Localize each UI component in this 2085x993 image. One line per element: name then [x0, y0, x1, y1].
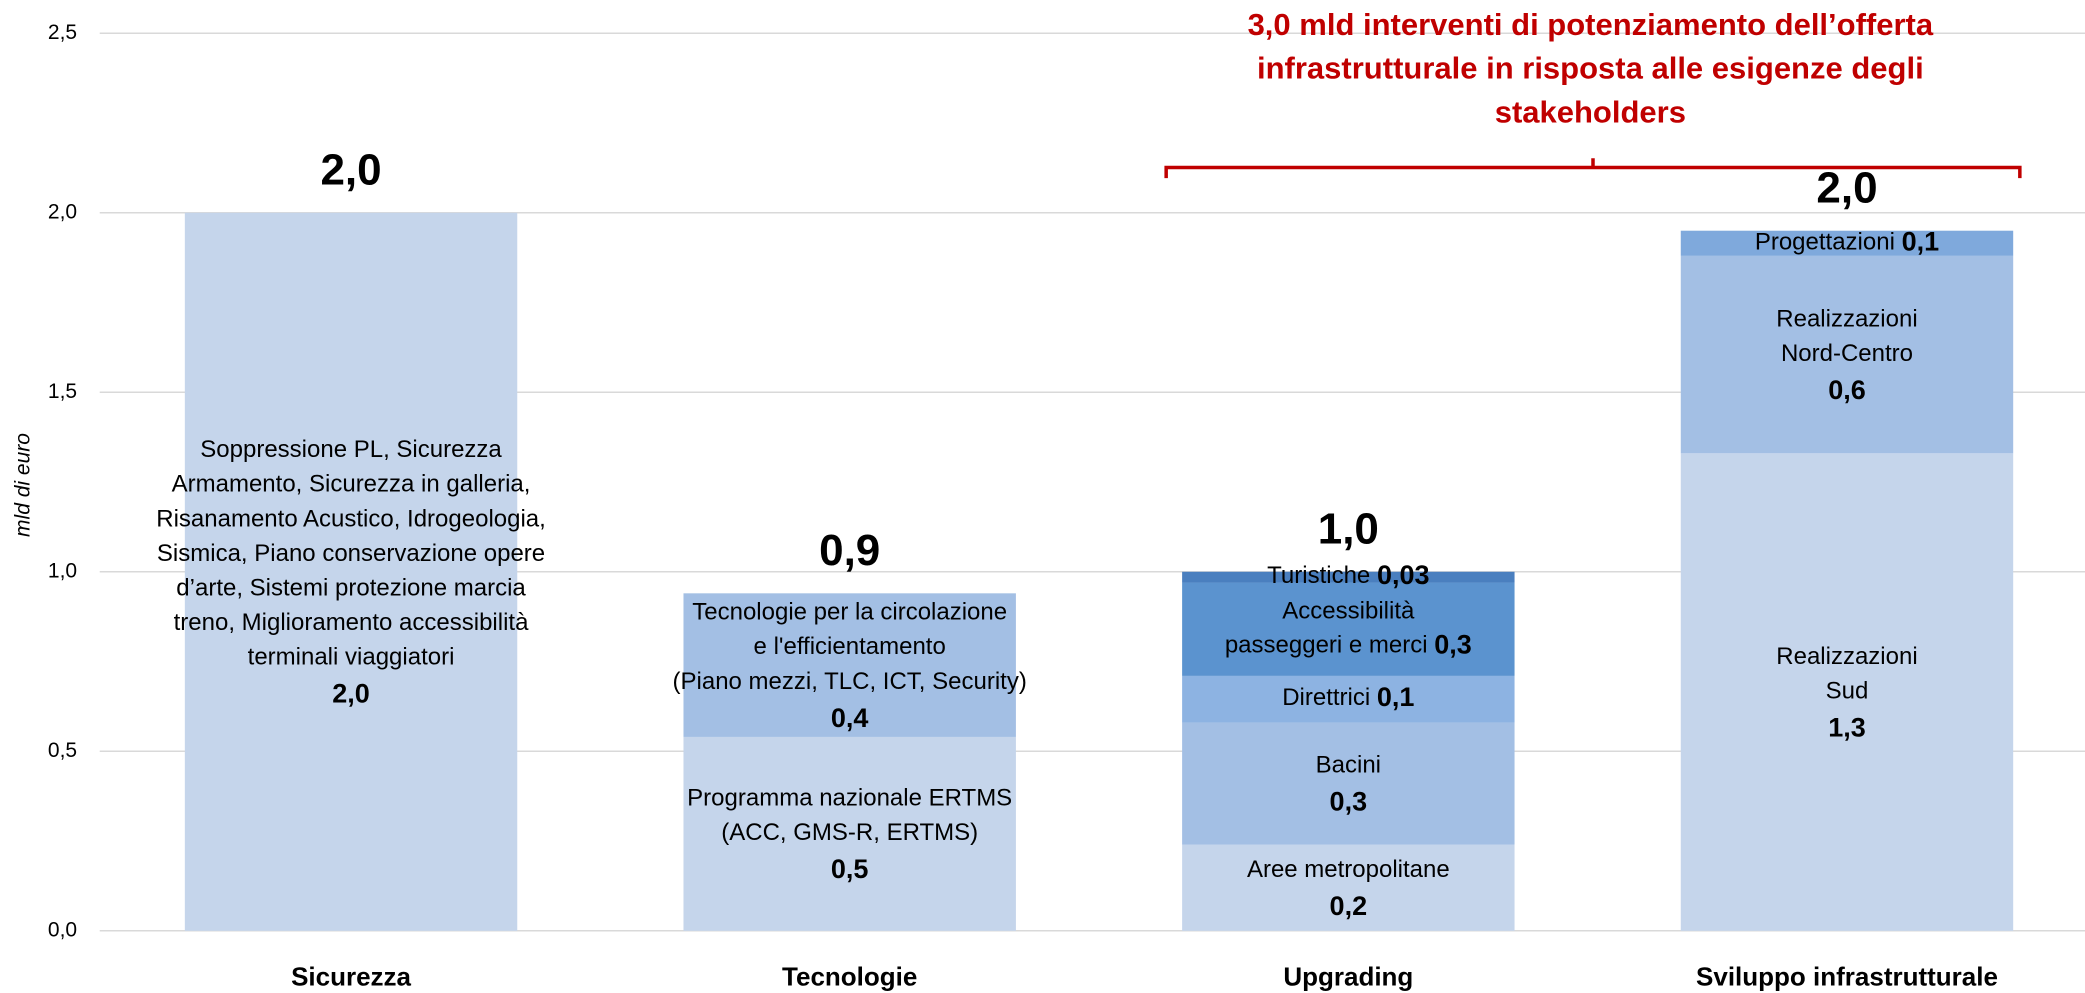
- segment-label: d’arte, Sistemi protezione marcia: [176, 574, 526, 601]
- x-tick-label: Sicurezza: [291, 962, 411, 992]
- y-tick-label: 0,5: [48, 739, 77, 762]
- segment-label: Bacini: [1316, 752, 1381, 779]
- segment-label: Realizzazioni: [1776, 643, 1917, 670]
- y-tick-label: 2,0: [48, 200, 77, 223]
- bar-segment: [683, 593, 1016, 737]
- segment-value-label: 0,2: [1330, 891, 1368, 921]
- x-tick-label: Tecnologie: [782, 962, 917, 992]
- bar-segment: [1680, 255, 2014, 454]
- segment-label: Realizzazioni: [1776, 305, 1917, 332]
- segment-value-label: 0,5: [831, 854, 869, 884]
- segment-label-line: Progettazioni: [1755, 229, 1895, 256]
- bar-segment: [1680, 230, 2014, 256]
- segment-label: Nord-Centro: [1781, 340, 1913, 367]
- total-label: 0,9: [819, 526, 880, 575]
- segment-label: Aree metropolitane: [1247, 856, 1450, 883]
- y-tick-label: 2,5: [48, 21, 77, 44]
- y-tick-label: 1,5: [48, 380, 77, 403]
- total-label: 2,0: [320, 145, 381, 194]
- total-label: 1,0: [1318, 505, 1379, 554]
- segment-label: Sismica, Piano conservazione opere: [157, 540, 545, 567]
- annotation: infrastrutturale in risposta alle esigen…: [1257, 51, 1924, 86]
- segment-label: e l'efficientamento: [754, 633, 946, 660]
- segment-label: Sud: [1826, 677, 1869, 704]
- segment-value-label: 0,4: [831, 703, 869, 733]
- y-tick-label: 0,0: [48, 918, 77, 941]
- annotation: stakeholders: [1495, 95, 1686, 130]
- segment-label: Soppressione PL, Sicurezza: [200, 436, 502, 463]
- segment-label: treno, Miglioramento accessibilità: [174, 609, 529, 636]
- y-axis-label: mld di euro: [12, 433, 35, 537]
- bar-segment: [1182, 722, 1515, 845]
- annotation: 3,0 mld interventi di potenziamento dell…: [1248, 7, 1934, 42]
- segment-label: Accessibilità: [1282, 597, 1415, 624]
- segment-label: Tecnologie per la circolazione: [692, 599, 1007, 626]
- segment-value-label: 0,1: [1902, 226, 1940, 256]
- segment-label: Progettazioni 0,1: [1755, 226, 1939, 256]
- x-tick-label: Sviluppo infrastrutturale: [1696, 962, 1998, 992]
- bar-segment: [1182, 675, 1515, 723]
- segment-label: Turistiche 0,03: [1267, 560, 1429, 590]
- annotation-bracket: [1164, 158, 2022, 179]
- bar-segment: [683, 736, 1016, 931]
- segment-label: Programma nazionale ERTMS: [687, 785, 1012, 812]
- y-tick-label: 1,0: [48, 559, 77, 582]
- segment-value-label: 2,0: [332, 679, 370, 709]
- bar-segment: [1182, 571, 1515, 583]
- segment-label: Risanamento Acustico, Idrogeologia,: [156, 505, 546, 532]
- segment-label: Armamento, Sicurezza in galleria,: [172, 471, 531, 498]
- segment-label-line: Turistiche: [1267, 563, 1370, 590]
- segment-value-label: 0,3: [1330, 787, 1368, 817]
- segment-label: (ACC, GMS-R, ERTMS): [721, 819, 978, 846]
- bar-segment: [1680, 453, 2014, 931]
- bar-segment: [1182, 844, 1515, 931]
- segment-label-line: Direttrici: [1282, 685, 1370, 712]
- segment-label: Direttrici 0,1: [1282, 682, 1414, 712]
- bar-segment: [184, 212, 518, 931]
- segment-value-label: 0,6: [1828, 375, 1866, 405]
- bar-segment: [1182, 582, 1515, 676]
- segment-label-line: passeggeri e merci: [1225, 632, 1428, 659]
- segment-label: (Piano mezzi, TLC, ICT, Security): [673, 668, 1027, 695]
- segment-value-label: 0,3: [1434, 630, 1472, 660]
- segment-label: terminali viaggiatori: [248, 644, 455, 671]
- segment-label: passeggeri e merci 0,3: [1225, 630, 1472, 660]
- segment-value-label: 1,3: [1828, 712, 1866, 742]
- segment-value-label: 0,1: [1377, 682, 1415, 712]
- segment-value-label: 0,03: [1377, 560, 1430, 590]
- x-tick-label: Upgrading: [1283, 962, 1413, 992]
- total-label: 2,0: [1816, 163, 1877, 212]
